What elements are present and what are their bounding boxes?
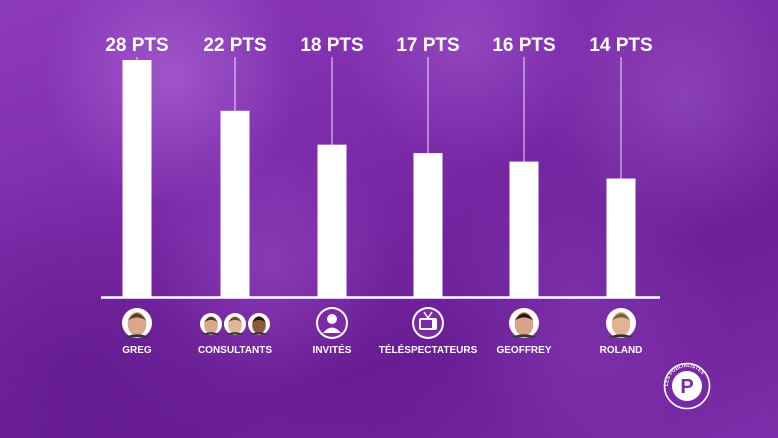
consultant-2-avatar-icon — [224, 313, 246, 335]
category-label: INVITÉS — [313, 343, 352, 356]
bar-value-label: 14 PTS — [589, 35, 652, 56]
bar-consultants — [220, 110, 250, 298]
bar-value-label: 17 PTS — [396, 35, 459, 56]
logo-letter: P — [680, 376, 693, 398]
bar-value-label: 28 PTS — [105, 35, 168, 56]
consultant-3-avatar-icon — [248, 313, 270, 335]
bar-roland — [606, 178, 636, 297]
greg-avatar-icon — [122, 308, 152, 338]
category-label: ROLAND — [600, 345, 643, 356]
category-label: GREG — [122, 345, 152, 356]
category-label: CONSULTANTS — [198, 345, 272, 356]
tv-icon — [412, 307, 444, 339]
bar-value-label: 16 PTS — [492, 35, 555, 56]
bar-invités — [317, 144, 347, 297]
bar-greg — [122, 60, 152, 297]
category-label: TÉLÉSPECTATEURS — [379, 343, 478, 356]
bar-geoffrey — [509, 161, 539, 297]
geoffrey-avatar-icon — [509, 308, 539, 338]
show-logo: P LES PUBLIALISTES — [663, 362, 711, 410]
bar-value-label: 18 PTS — [300, 35, 363, 56]
bar-téléspectateurs — [413, 153, 443, 297]
guest-person-icon — [316, 307, 348, 339]
consultant-1-avatar-icon — [200, 313, 222, 335]
bar-value-label: 22 PTS — [203, 35, 266, 56]
roland-avatar-icon — [606, 308, 636, 338]
category-label: GEOFFREY — [496, 345, 551, 356]
